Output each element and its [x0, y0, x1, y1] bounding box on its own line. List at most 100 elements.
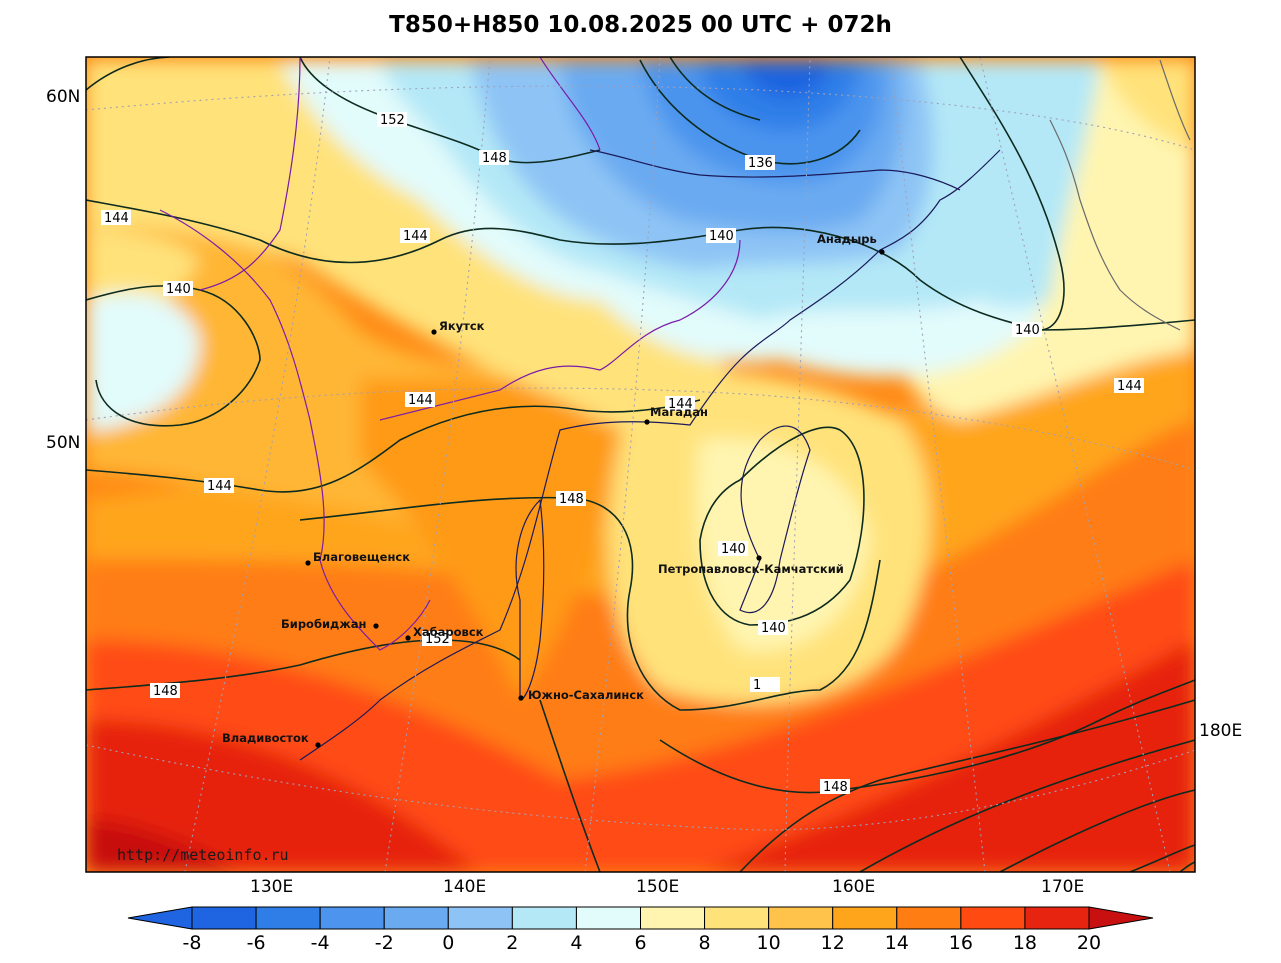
lon-label-140e: 140E [443, 877, 486, 897]
svg-text:144: 144 [668, 397, 693, 412]
lat-label-60n: 60N [46, 87, 80, 107]
svg-text:152: 152 [380, 113, 405, 128]
contour-label: 140 [718, 541, 748, 557]
svg-text:144: 144 [408, 393, 433, 408]
graticule [86, 57, 1195, 872]
colorbar: -8 -6 -4 -2 0 2 4 6 8 10 12 14 16 18 20 [127, 906, 1154, 954]
lon-label-170e: 170E [1041, 877, 1084, 897]
city-petropavlovsk-kamchatsky: Петропавловск-Камчатский [658, 555, 844, 576]
svg-text:144: 144 [1117, 379, 1142, 394]
contour-label: 144 [405, 392, 435, 408]
colorbar-tick-label: 16 [949, 932, 973, 954]
svg-text:Петропавловск-Камчатский: Петропавловск-Камчатский [658, 562, 844, 576]
colorbar-swatch [575, 906, 642, 930]
contour-label: 148 [556, 491, 586, 507]
svg-text:152: 152 [425, 632, 450, 647]
svg-text:Биробиджан: Биробиджан [281, 617, 366, 631]
contour-label: 136 [745, 155, 775, 171]
svg-text:Благовещенск: Благовещенск [313, 550, 410, 564]
svg-text:148: 148 [559, 492, 584, 507]
colorbar-tick-label: 6 [634, 932, 646, 954]
colorbar-tick-label: -2 [375, 932, 394, 954]
credit-text: http://meteoinfo.ru [117, 846, 289, 864]
lat-label-50n: 50N [46, 433, 80, 453]
contour-labels: 152 148 136 144 140 140 140 144 144 144 … [101, 112, 1144, 795]
colorbar-swatch [319, 906, 385, 930]
contour-label: 140 [1012, 322, 1042, 338]
svg-text:148: 148 [153, 684, 178, 699]
colorbar-swatch [960, 906, 1026, 930]
colorbar-tick-label: 4 [570, 932, 582, 954]
svg-text:140: 140 [709, 229, 734, 244]
svg-text:144: 144 [207, 479, 232, 494]
colorbar-tick-label: 8 [699, 932, 711, 954]
coastlines [159, 57, 1191, 761]
colorbar-swatch [1024, 906, 1090, 930]
map-frame [85, 56, 1196, 873]
svg-text:Магадан: Магадан [650, 405, 708, 419]
city-birobidzhan: Биробиджан [281, 617, 379, 631]
svg-text:140: 140 [761, 621, 786, 636]
city-yakutsk: Якутск [431, 319, 485, 335]
contour-label: 140 [758, 620, 788, 636]
contour-label: 152 [377, 112, 407, 128]
geopotential-contours [86, 57, 1195, 872]
svg-text:140: 140 [721, 542, 746, 557]
svg-text:140: 140 [166, 282, 191, 297]
city-yuzhno-sakhalinsk: Южно-Сахалинск [518, 688, 644, 702]
contour-label: 144 [1114, 378, 1144, 394]
svg-text:144: 144 [403, 229, 428, 244]
svg-text:Хабаровск: Хабаровск [413, 625, 484, 639]
contour-label: 148 [479, 150, 509, 166]
contour-label: 144 [665, 396, 695, 412]
city-khabarovsk: Хабаровск [405, 625, 484, 641]
colorbar-swatch [191, 906, 257, 930]
temperature-field [86, 57, 1195, 872]
colorbar-tick-label: 12 [821, 932, 845, 954]
city-anadyr: Анадырь [817, 232, 885, 255]
contour-label: 148 [150, 683, 180, 699]
colorbar-swatch [383, 906, 449, 930]
city-vladivostok: Владивосток [222, 731, 321, 748]
colorbar-tick-label: 10 [757, 932, 781, 954]
svg-text:148: 148 [823, 780, 848, 795]
city-markers: Якутск Магадан Анадырь Благовещенск Биро… [222, 232, 885, 748]
svg-text:144: 144 [104, 211, 129, 226]
contour-label: 1 [750, 677, 780, 693]
lon-label-150e: 150E [636, 877, 679, 897]
svg-text:Южно-Сахалинск: Южно-Сахалинск [528, 688, 644, 702]
colorbar-swatch [768, 906, 834, 930]
contour-label: 140 [163, 281, 193, 297]
colorbar-tick-label: 18 [1013, 932, 1037, 954]
colorbar-tick-label: -4 [311, 932, 330, 954]
contour-label: 144 [101, 210, 131, 226]
colorbar-swatch [255, 906, 321, 930]
lon-label-180e: 180E [1199, 721, 1242, 741]
lon-label-130e: 130E [250, 877, 293, 897]
colorbar-tick-label: -8 [183, 932, 202, 954]
svg-text:148: 148 [482, 151, 507, 166]
svg-text:Анадырь: Анадырь [817, 232, 877, 246]
colorbar-high-arrow [1088, 906, 1154, 930]
colorbar-swatch [447, 906, 513, 930]
svg-text:1: 1 [753, 678, 761, 693]
contour-label: 144 [204, 478, 234, 494]
colorbar-swatch [896, 906, 962, 930]
svg-text:Владивосток: Владивосток [222, 731, 309, 745]
colorbar-tick-label: -6 [247, 932, 266, 954]
colorbar-tick-label: 0 [442, 932, 454, 954]
city-blagoveshchensk: Благовещенск [305, 550, 410, 566]
contour-label: 140 [706, 228, 736, 244]
contour-label: 144 [400, 228, 430, 244]
contour-label: 152 [422, 631, 452, 647]
svg-text:136: 136 [748, 156, 773, 171]
colorbar-tick-label: 2 [506, 932, 518, 954]
colorbar-swatch [704, 906, 770, 930]
svg-text:Якутск: Якутск [439, 319, 485, 333]
colorbar-swatch [640, 906, 706, 930]
colorbar-swatch [511, 906, 577, 930]
colorbar-low-arrow [127, 906, 193, 930]
colorbar-swatch [832, 906, 898, 930]
contour-label: 148 [820, 779, 850, 795]
colorbar-tick-label: 20 [1077, 932, 1101, 954]
